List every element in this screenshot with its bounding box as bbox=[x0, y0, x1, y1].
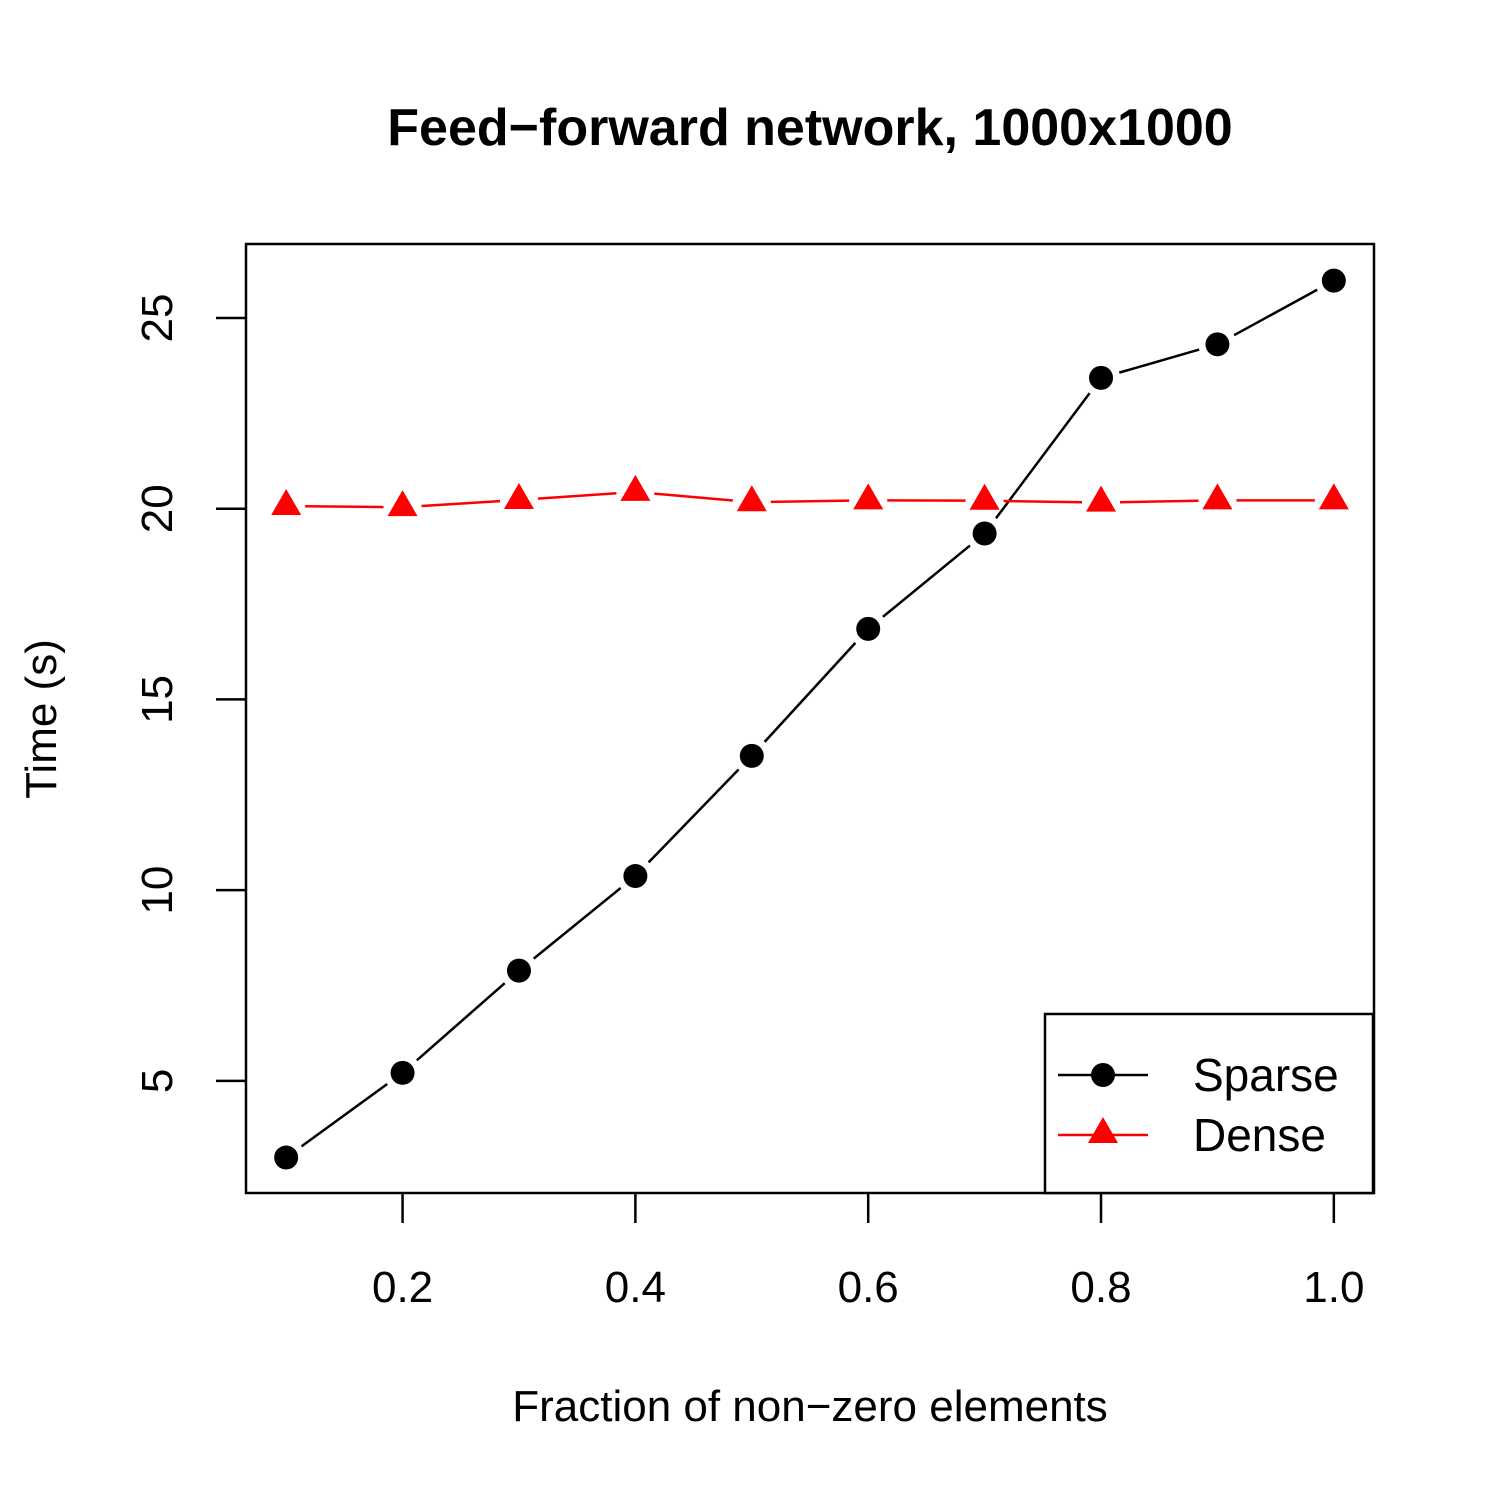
x-tick-label: 0.2 bbox=[372, 1263, 433, 1312]
x-tick-label: 0.8 bbox=[1070, 1263, 1131, 1312]
data-point-sparse bbox=[1205, 332, 1230, 357]
data-point-dense bbox=[1318, 483, 1349, 510]
series-segment-sparse bbox=[647, 768, 740, 864]
x-axis-label: Fraction of non−zero elements bbox=[512, 1382, 1108, 1431]
series-segment-sparse bbox=[532, 887, 622, 960]
data-point-dense bbox=[387, 490, 418, 517]
data-point-sparse bbox=[1321, 268, 1346, 293]
data-point-sparse bbox=[856, 616, 881, 641]
axes: 0.2 0.4 0.6 0.8 1.0 5 10 15 20 25 bbox=[133, 242, 1376, 1312]
data-point-sparse bbox=[1089, 365, 1114, 390]
series-segment-dense bbox=[770, 499, 850, 504]
x-tick-label: 0.4 bbox=[605, 1263, 666, 1312]
series-segment-sparse bbox=[300, 1083, 388, 1148]
legend-label-sparse: Sparse bbox=[1193, 1049, 1339, 1101]
data-point-dense bbox=[736, 485, 767, 512]
data-point-sparse bbox=[972, 521, 997, 546]
series-segment-dense bbox=[1119, 499, 1199, 504]
series-segment-dense bbox=[1003, 499, 1083, 504]
data-point-sparse bbox=[274, 1145, 299, 1170]
series-segment-dense bbox=[305, 504, 384, 509]
series-segment-dense bbox=[537, 491, 617, 500]
y-tick-label: 20 bbox=[133, 484, 182, 533]
data-point-sparse bbox=[506, 958, 531, 983]
y-tick-label: 5 bbox=[133, 1069, 182, 1093]
data-point-dense bbox=[969, 483, 1000, 510]
data-point-dense bbox=[1202, 483, 1233, 510]
y-tick-label: 10 bbox=[133, 866, 182, 915]
series-segment-dense bbox=[421, 499, 501, 508]
data-point-dense bbox=[1086, 485, 1117, 512]
data-point-dense bbox=[853, 483, 884, 510]
data-point-sparse bbox=[390, 1060, 415, 1085]
y-tick-label: 15 bbox=[133, 675, 182, 724]
series-segment-sparse bbox=[1233, 288, 1318, 337]
data-point-dense bbox=[503, 482, 534, 509]
y-tick-label: 25 bbox=[133, 294, 182, 343]
data-point-dense bbox=[620, 474, 651, 501]
legend-label-dense: Dense bbox=[1193, 1109, 1326, 1161]
legend-marker-dense bbox=[1088, 1117, 1118, 1143]
plot-frame bbox=[244, 242, 1376, 1195]
data-point-sparse bbox=[623, 864, 648, 889]
series-sparse bbox=[274, 268, 1346, 1170]
data-point-dense bbox=[271, 489, 302, 516]
chart-title: Feed−forward network, 1000x1000 bbox=[387, 99, 1232, 157]
series-segment-sparse bbox=[763, 642, 857, 743]
series-segment-sparse bbox=[416, 982, 506, 1062]
legend: Sparse Dense bbox=[1043, 1012, 1375, 1195]
series-dense bbox=[271, 474, 1349, 517]
series-segment-sparse bbox=[994, 392, 1091, 520]
legend-box bbox=[1043, 1012, 1375, 1195]
series-segment-sparse bbox=[1118, 348, 1200, 374]
series-segment-dense bbox=[654, 492, 733, 502]
y-axis-label: Time (s) bbox=[17, 639, 66, 799]
x-tick-label: 0.6 bbox=[838, 1263, 899, 1312]
x-tick-label: 1.0 bbox=[1303, 1263, 1364, 1312]
series-layer bbox=[271, 268, 1349, 1170]
data-point-sparse bbox=[739, 743, 764, 768]
series-segment-sparse bbox=[882, 544, 971, 618]
legend-marker-sparse bbox=[1091, 1063, 1115, 1087]
